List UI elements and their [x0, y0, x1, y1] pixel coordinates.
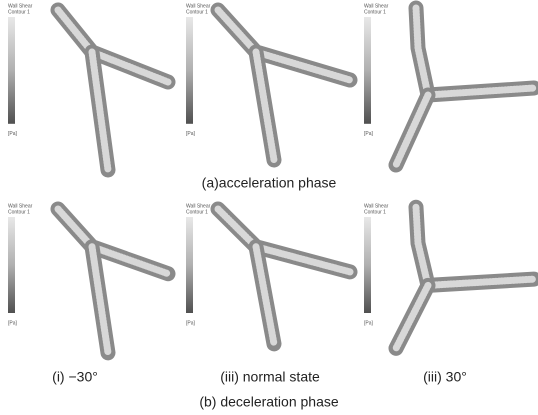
vessel-texture [88, 243, 112, 357]
colorbar [8, 217, 15, 313]
legend-title: Wall Shear [186, 3, 211, 9]
caption: (b) deceleration phase [199, 394, 339, 410]
vessel [50, 2, 176, 90]
vessel [210, 201, 358, 280]
vessel-texture [392, 281, 432, 352]
legend-subtitle: Contour 1 [364, 9, 386, 15]
vessel [408, 0, 538, 103]
vessel [50, 201, 176, 282]
legend-subtitle: Contour 1 [364, 209, 386, 215]
colorbar [186, 17, 193, 124]
legend-subtitle: Contour 1 [186, 209, 208, 215]
colorbar [364, 17, 371, 124]
legend-subtitle: Contour 1 [8, 9, 30, 15]
legend-title: Wall Shear [364, 3, 389, 9]
vessel [408, 199, 538, 293]
legend-subtitle: Contour 1 [186, 9, 208, 15]
legend-subtitle: Contour 1 [8, 209, 30, 215]
legend-title: Wall Shear [8, 203, 33, 209]
legend-title: Wall Shear [8, 3, 33, 9]
legend-unit: [Pa] [186, 131, 196, 137]
legend-unit: [Pa] [364, 131, 374, 137]
colorbar [186, 217, 193, 313]
colorbar [8, 17, 15, 124]
vessel [210, 2, 358, 88]
legend-title: Wall Shear [186, 203, 211, 209]
legend-title: Wall Shear [364, 203, 389, 209]
caption: (a)acceleration phase [202, 175, 337, 191]
vessel-texture [412, 4, 538, 99]
vessel-texture [412, 203, 538, 289]
legend-unit: [Pa] [186, 320, 196, 326]
vessel-texture [392, 91, 432, 169]
panel-label: (iii) 30° [423, 369, 467, 385]
panel-label: (iii) normal state [220, 369, 320, 385]
panel-label: (i) −30° [52, 369, 98, 385]
legend-unit: [Pa] [364, 320, 374, 326]
legend-unit: [Pa] [8, 131, 18, 137]
colorbar [364, 217, 371, 313]
vessel-texture [252, 243, 278, 348]
legend-unit: [Pa] [8, 320, 18, 326]
vessel-texture [252, 48, 278, 164]
vessel-texture [88, 48, 112, 174]
